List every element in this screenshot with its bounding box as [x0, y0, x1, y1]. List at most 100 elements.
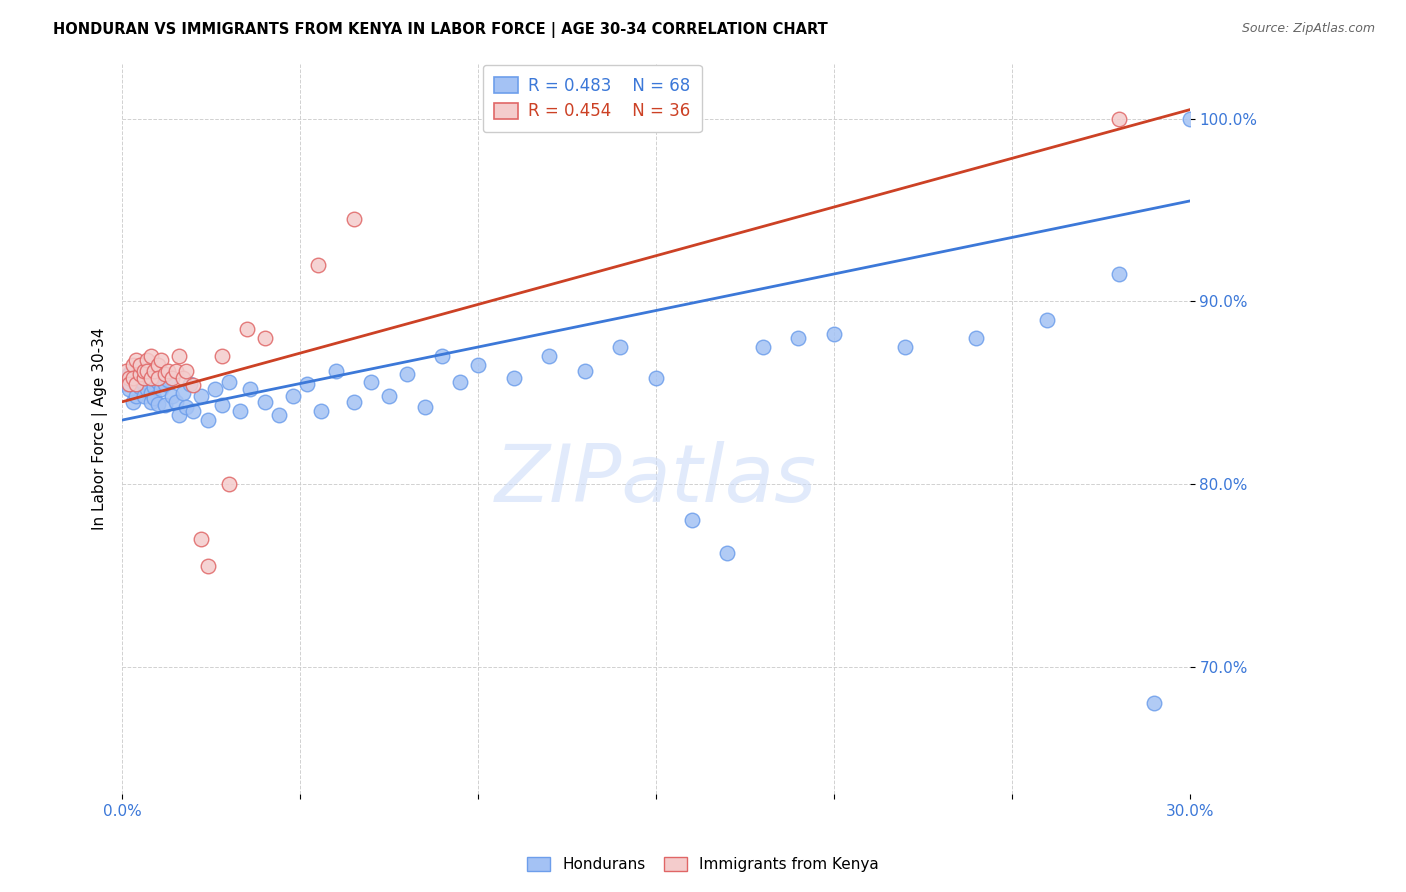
Point [153, 399, 176, 413]
Point [267, 408, 290, 422]
Text: ZIPatlas: ZIPatlas [495, 442, 817, 519]
Point [236, 322, 259, 336]
Point [129, 380, 152, 394]
Point [190, 532, 212, 546]
Point [125, 364, 148, 378]
Point [172, 371, 194, 385]
Point [129, 368, 152, 382]
Point [139, 349, 162, 363]
Point [395, 368, 418, 382]
Point [139, 394, 162, 409]
Point [118, 376, 141, 391]
Point [174, 364, 197, 378]
Point [378, 389, 401, 403]
Point [645, 371, 668, 385]
Point [114, 364, 136, 378]
Point [157, 373, 180, 387]
Point [139, 371, 162, 385]
Point [118, 371, 141, 385]
Point [122, 359, 145, 373]
Point [172, 385, 194, 400]
Point [197, 413, 219, 427]
Point [307, 258, 329, 272]
Point [1178, 112, 1201, 126]
Point [211, 399, 233, 413]
Point [965, 331, 987, 345]
Point [167, 349, 190, 363]
Point [823, 327, 845, 342]
Point [716, 546, 738, 560]
Point [160, 371, 183, 385]
Y-axis label: In Labor Force | Age 30-34: In Labor Force | Age 30-34 [93, 328, 108, 531]
Point [139, 385, 162, 400]
Point [467, 359, 489, 373]
Point [165, 394, 187, 409]
Point [342, 212, 364, 227]
Point [165, 364, 187, 378]
Point [1108, 112, 1130, 126]
Point [311, 404, 333, 418]
Point [253, 394, 276, 409]
Point [153, 368, 176, 382]
Point [218, 375, 240, 389]
Point [129, 359, 152, 373]
Text: Source: ZipAtlas.com: Source: ZipAtlas.com [1241, 22, 1375, 36]
Point [360, 375, 382, 389]
Point [574, 364, 596, 378]
Point [342, 394, 364, 409]
Point [136, 364, 159, 378]
Point [281, 389, 304, 403]
Point [538, 349, 561, 363]
Point [751, 340, 773, 354]
Point [894, 340, 917, 354]
Point [197, 559, 219, 574]
Point [183, 404, 205, 418]
Point [1143, 696, 1166, 710]
Point [136, 382, 159, 396]
Point [1036, 312, 1059, 326]
Point [114, 376, 136, 391]
Point [143, 380, 166, 394]
Point [413, 401, 436, 415]
Point [153, 376, 176, 391]
Point [122, 371, 145, 385]
Point [190, 389, 212, 403]
Point [146, 359, 169, 373]
Point [150, 382, 173, 396]
Point [125, 389, 148, 403]
Point [218, 477, 240, 491]
Point [167, 408, 190, 422]
Point [118, 382, 141, 396]
Point [174, 401, 197, 415]
Point [146, 371, 169, 385]
Point [125, 376, 148, 391]
Point [609, 340, 631, 354]
Point [146, 375, 169, 389]
Point [1108, 267, 1130, 281]
Text: HONDURAN VS IMMIGRANTS FROM KENYA IN LABOR FORCE | AGE 30-34 CORRELATION CHART: HONDURAN VS IMMIGRANTS FROM KENYA IN LAB… [53, 22, 828, 38]
Point [681, 513, 703, 527]
Point [325, 364, 347, 378]
Point [502, 371, 524, 385]
Point [449, 375, 471, 389]
Point [122, 394, 145, 409]
Point [143, 364, 166, 378]
Point [297, 376, 319, 391]
Point [146, 396, 169, 410]
Point [118, 368, 141, 382]
Point [132, 376, 155, 391]
Point [228, 404, 250, 418]
Point [136, 352, 159, 367]
Point [143, 391, 166, 405]
Legend: Hondurans, Immigrants from Kenya: Hondurans, Immigrants from Kenya [520, 849, 886, 880]
Point [129, 373, 152, 387]
Point [432, 349, 454, 363]
Point [132, 371, 155, 385]
Point [183, 378, 205, 392]
Point [129, 368, 152, 382]
Point [132, 389, 155, 403]
Point [150, 352, 173, 367]
Point [253, 331, 276, 345]
Point [179, 376, 201, 391]
Point [122, 371, 145, 385]
